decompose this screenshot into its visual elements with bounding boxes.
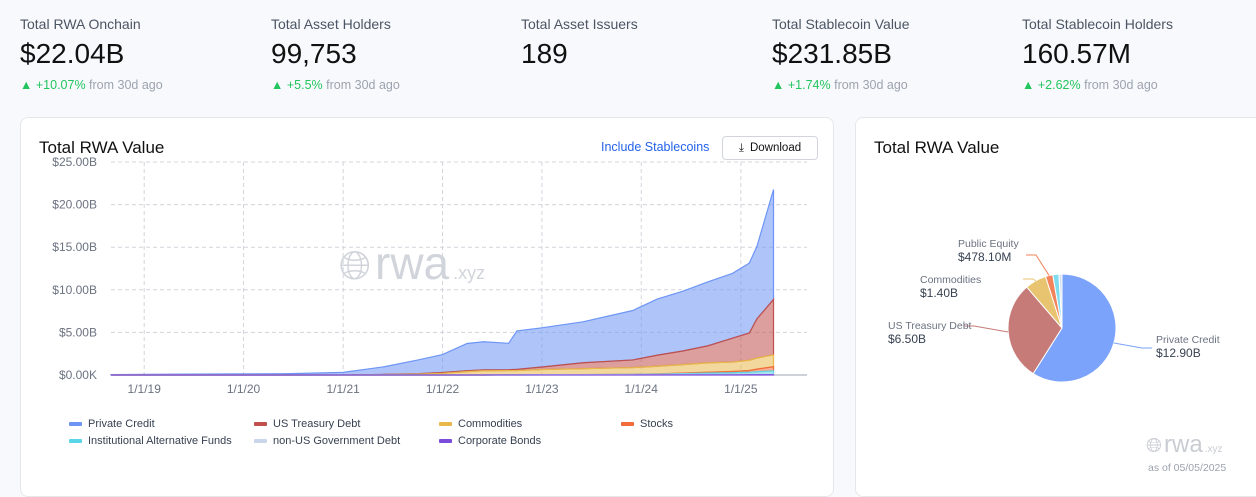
legend-label: US Treasury Debt (273, 418, 360, 430)
pie-chart-card: Total RWA Value Private Credit$12.90B US … (855, 117, 1256, 497)
stat-value: 160.57M (1022, 38, 1256, 70)
stat-change: ▲ +2.62% from 30d ago (1022, 78, 1256, 92)
y-tick-label: $0.00K (59, 368, 97, 382)
legend-item[interactable]: non-US Government Debt (254, 435, 400, 447)
stat-label: Total RWA Onchain (20, 16, 260, 32)
x-tick-label: 1/1/22 (426, 382, 460, 396)
as-of-date: as of 05/05/2025 (1148, 462, 1226, 474)
change-pct: +10.07% (36, 78, 86, 92)
legend-label: Private Credit (88, 418, 155, 430)
y-tick-label: $25.00B (52, 155, 97, 169)
y-tick-label: $15.00B (52, 240, 97, 254)
area-chart-card: Total RWA Value Include Stablecoins ⤓Dow… (20, 117, 834, 497)
up-arrow-icon: ▲ (1022, 78, 1038, 92)
up-arrow-icon: ▲ (772, 78, 788, 92)
legend-label: non-US Government Debt (273, 435, 400, 447)
stat-change: ▲ +10.07% from 30d ago (20, 78, 260, 92)
legend-swatch (621, 422, 634, 426)
stat-label: Total Stablecoin Holders (1022, 16, 1256, 32)
legend-swatch (439, 422, 452, 426)
legend-item[interactable]: Commodities (439, 418, 522, 430)
pie-label: US Treasury Debt$6.50B (888, 320, 971, 346)
change-pct: +1.74% (788, 78, 831, 92)
legend-swatch (69, 439, 82, 443)
up-arrow-icon: ▲ (20, 78, 36, 92)
stat-value: $22.04B (20, 38, 260, 70)
pie-leader-line (1114, 343, 1152, 348)
pie-label: Commodities$1.40B (920, 274, 981, 300)
change-suffix: from 30d ago (834, 78, 908, 92)
legend-label: Institutional Alternative Funds (88, 435, 232, 447)
change-suffix: from 30d ago (1084, 78, 1158, 92)
legend-swatch (439, 439, 452, 443)
stat-stablecoin-value: Total Stablecoin Value $231.85B ▲ +1.74%… (772, 16, 1012, 92)
x-tick-label: 1/1/24 (625, 382, 659, 396)
x-tick-label: 1/1/25 (724, 382, 758, 396)
stat-value: 189 (521, 38, 761, 70)
stat-asset-holders: Total Asset Holders 99,753 ▲ +5.5% from … (271, 16, 511, 92)
stat-asset-issuers: Total Asset Issuers 189 (521, 16, 761, 70)
y-tick-label: $20.00B (52, 198, 97, 212)
legend-label: Commodities (458, 418, 522, 430)
globe-icon: 🌐︎ (1146, 435, 1162, 458)
legend-item[interactable]: US Treasury Debt (254, 418, 360, 430)
y-tick-label: $10.00B (52, 283, 97, 297)
watermark-logo: 🌐︎rwa.xyz (1146, 431, 1222, 459)
stat-value: 99,753 (271, 38, 511, 70)
legend-swatch (254, 422, 267, 426)
pie-label: Private Credit$12.90B (1156, 334, 1220, 360)
change-pct: +2.62% (1038, 78, 1081, 92)
legend-swatch (69, 422, 82, 426)
change-suffix: from 30d ago (326, 78, 400, 92)
x-tick-label: 1/1/20 (227, 382, 261, 396)
legend-label: Stocks (640, 418, 673, 430)
legend-item[interactable]: Corporate Bonds (439, 435, 541, 447)
stat-change: ▲ +1.74% from 30d ago (772, 78, 1012, 92)
change-pct: +5.5% (287, 78, 323, 92)
legend-item[interactable]: Stocks (621, 418, 673, 430)
stat-label: Total Asset Issuers (521, 16, 761, 32)
y-tick-label: $5.00B (59, 325, 97, 339)
legend-label: Corporate Bonds (458, 435, 541, 447)
legend-item[interactable]: Private Credit (69, 418, 155, 430)
x-tick-label: 1/1/19 (128, 382, 162, 396)
area-chart[interactable]: $0.00K $5.00B $10.00B $15.00B $20.00B $25.00B… (21, 148, 835, 428)
stat-stablecoin-holders: Total Stablecoin Holders 160.57M ▲ +2.62… (1022, 16, 1256, 92)
stat-total-rwa: Total RWA Onchain $22.04B ▲ +10.07% from… (20, 16, 260, 92)
x-tick-label: 1/1/23 (525, 382, 559, 396)
legend-item[interactable]: Institutional Alternative Funds (69, 435, 232, 447)
pie-label: Public Equity$478.10M (958, 238, 1019, 264)
stat-value: $231.85B (772, 38, 1012, 70)
legend-swatch (254, 439, 267, 443)
stat-change: ▲ +5.5% from 30d ago (271, 78, 511, 92)
up-arrow-icon: ▲ (271, 78, 287, 92)
change-suffix: from 30d ago (89, 78, 163, 92)
pie-leader-line (1026, 255, 1049, 276)
x-tick-label: 1/1/21 (326, 382, 360, 396)
pie-leader-line (1023, 279, 1036, 281)
card-title: Total RWA Value (874, 138, 999, 158)
stat-label: Total Asset Holders (271, 16, 511, 32)
stat-label: Total Stablecoin Value (772, 16, 1012, 32)
